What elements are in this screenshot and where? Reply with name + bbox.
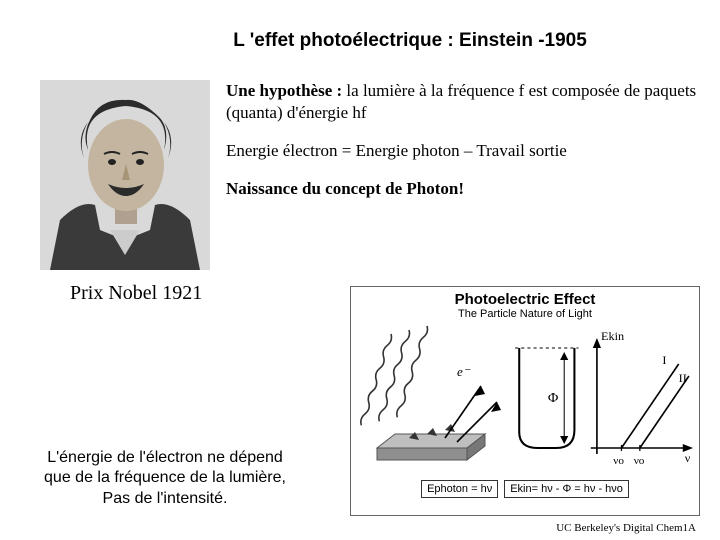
label-line-2: II (679, 371, 687, 385)
photoelectric-diagram: Photoelectric Effect The Particle Nature… (350, 286, 700, 516)
diagram-left-panel: e⁻ (357, 322, 505, 480)
formula-ekin: Ekin= hν - Φ = hν - hνo (504, 480, 629, 498)
label-line-1: I (662, 353, 666, 367)
diagram-title: Photoelectric Effect (351, 291, 699, 308)
photon-concept: Naissance du concept de Photon! (226, 178, 700, 200)
diagram-subtitle: The Particle Nature of Light (351, 308, 699, 320)
diagram-formula-row: Ephoton = hν Ekin= hν - Φ = hν - hνo (351, 480, 699, 504)
diagram-right-panel: Φ Ekin ν νo νo (509, 322, 693, 480)
label-nu0-2: νo (634, 455, 645, 467)
hypothesis-paragraph: Une hypothèse : la lumière à la fréquenc… (226, 80, 700, 124)
energy-equation: Energie électron = Energie photon – Trav… (226, 140, 700, 162)
diagram-credit: UC Berkeley's Digital Chem1A (556, 522, 696, 534)
left-caption: L'énergie de l'électron ne dépend que de… (20, 448, 310, 510)
label-nu: ν (685, 451, 691, 465)
label-ekin: Ekin (601, 329, 624, 343)
einstein-portrait (40, 80, 210, 270)
label-e-minus: e⁻ (457, 364, 471, 379)
label-phi: Φ (548, 390, 558, 406)
hypothesis-label: Une hypothèse : (226, 81, 342, 100)
label-nu0-1: νo (613, 455, 624, 467)
caption-line-1: L'énergie de l'électron ne dépend (47, 449, 283, 466)
formula-photon: Ephoton = hν (421, 480, 498, 498)
caption-line-2: que de la fréquence de la lumière, (44, 469, 286, 486)
caption-line-3: Pas de l'intensité. (103, 490, 228, 507)
slide-title: L 'effet photoélectrique : Einstein -190… (120, 30, 700, 52)
